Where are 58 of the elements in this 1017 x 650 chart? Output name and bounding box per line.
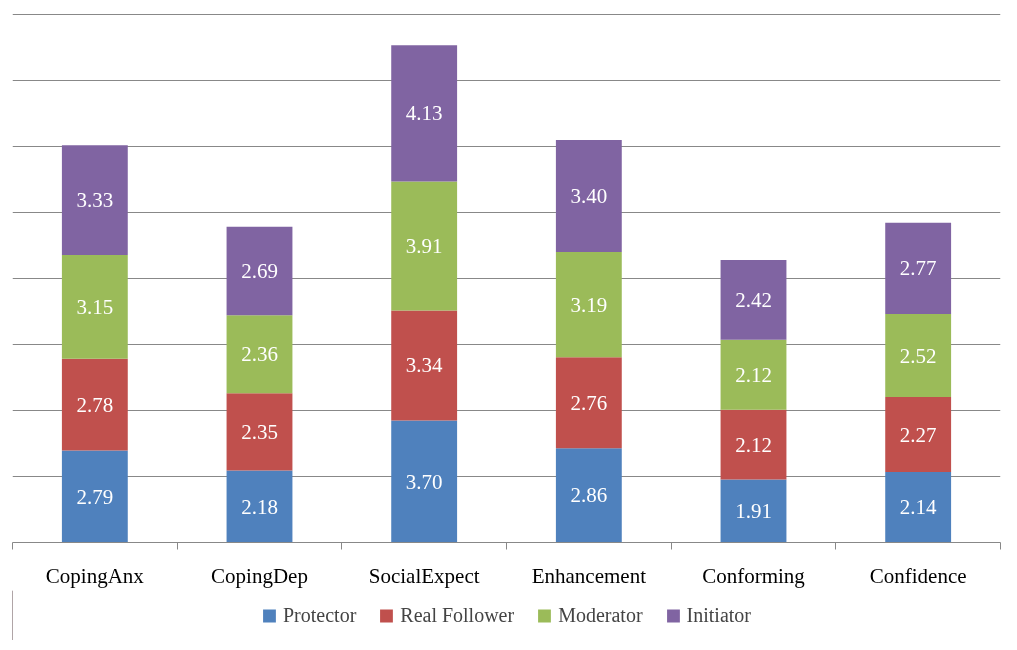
data-label: 3.33 [76,188,114,213]
bar [226,226,293,316]
data-label: 3.15 [76,294,114,319]
bar [885,314,952,398]
x-tick-label: SocialExpect [368,563,480,588]
x-tick-label: CopingDep [211,563,308,588]
bar [555,357,622,449]
bar [555,139,622,253]
data-label: 2.86 [570,483,608,508]
bar [885,222,952,315]
x-tick-label: Confidence [869,563,967,588]
data-label: 2.36 [241,342,278,367]
data-label: 2.42 [735,287,772,312]
bar [226,315,293,394]
data-label: 2.79 [76,484,114,509]
data-label: 3.34 [405,353,444,378]
bar [61,255,128,359]
data-label: 3.70 [405,469,443,494]
data-label: 2.18 [241,494,278,519]
bar [391,181,458,311]
data-label: 2.14 [899,495,938,520]
bar [555,252,622,358]
bar [720,479,787,543]
bar [720,259,787,340]
data-label: 3.40 [570,183,608,208]
data-label: 1.91 [735,499,772,524]
data-label: 2.27 [899,422,937,447]
legend-label: Initiator [686,603,752,627]
bar [391,420,458,543]
legend-label: Moderator [558,603,643,627]
legend-label: Real Follower [400,603,515,627]
data-label: 2.76 [570,390,608,415]
x-tick-label: Enhancement [531,563,647,588]
bar [555,448,622,543]
data-label: 2.52 [899,343,937,368]
data-label: 2.35 [241,419,278,444]
bar [226,393,293,471]
data-label: 2.77 [899,256,937,281]
data-label: 2.12 [735,362,772,387]
bar [61,450,128,543]
bar [885,397,952,472]
legend-label: Protector [282,603,357,627]
bar [720,339,787,410]
data-label: 3.91 [405,233,443,258]
data-label: 3.19 [570,292,608,317]
x-tick-label: Conforming [702,563,806,588]
bar [61,358,128,451]
bar [226,470,293,543]
data-label: 4.13 [405,101,443,126]
data-label: 2.78 [76,392,114,417]
bar [391,310,458,421]
data-label: 2.12 [735,432,772,457]
bar [720,409,787,480]
bar [391,45,458,182]
x-tick-label: CopingAnx [45,563,145,588]
bar [61,145,128,255]
data-label: 2.69 [241,258,278,283]
bar [885,471,952,543]
